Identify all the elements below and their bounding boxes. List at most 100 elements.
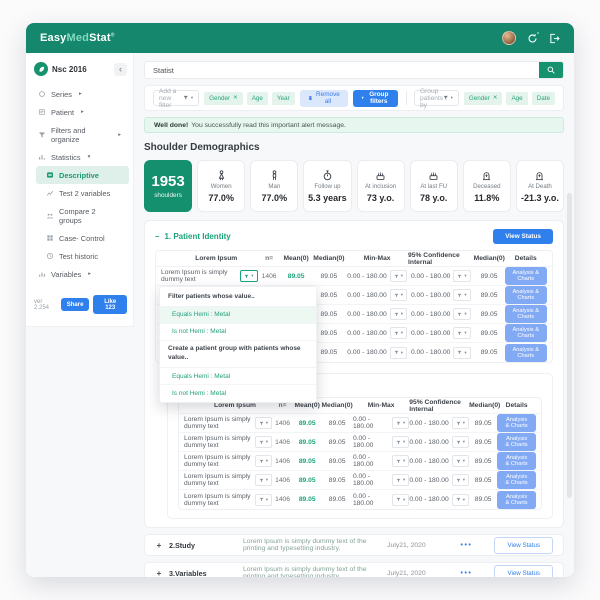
analysis-charts-button[interactable]: Analysis & Charts: [504, 343, 547, 362]
remove-tag-icon[interactable]: ✕: [492, 95, 498, 101]
collapse-section-icon[interactable]: –: [155, 232, 160, 241]
like-button[interactable]: Like 123: [93, 295, 127, 314]
expand-section-icon[interactable]: +: [156, 540, 162, 550]
sidebar-item-icon: [46, 234, 54, 242]
ci-filter-chip[interactable]: ▾: [451, 455, 469, 467]
minmax-filter-chip[interactable]: ▾: [391, 455, 410, 467]
stat-card-label: Deceased: [473, 183, 501, 190]
total-shoulders-card[interactable]: 1953 shoulders: [144, 160, 193, 212]
filter-tag[interactable]: Age✕: [246, 91, 268, 105]
logout-icon[interactable]: [549, 33, 560, 44]
stat-card[interactable]: At last FU 78 y.o.: [409, 160, 458, 212]
sidebar-item[interactable]: Patient ▸: [30, 103, 129, 121]
sidebar-item-label: Filters and organize: [51, 125, 86, 144]
ci-filter-chip[interactable]: ▾: [451, 474, 469, 486]
sidebar-item[interactable]: Variables ▸: [30, 265, 129, 283]
remove-all-button[interactable]: Remove all: [299, 89, 349, 107]
analysis-charts-button[interactable]: Analysis & Charts: [504, 286, 547, 304]
sidebar-item[interactable]: Compare 2 groups: [36, 202, 129, 229]
analysis-charts-button[interactable]: Analysis & Charts: [504, 324, 547, 342]
stat-card[interactable]: Follow up 5.3 years: [303, 160, 352, 212]
search-input[interactable]: Statist: [153, 65, 174, 75]
search-button[interactable]: [539, 62, 563, 78]
brand-easy: Easy: [40, 32, 67, 44]
minmax-filter-chip[interactable]: ▾: [391, 474, 410, 486]
analysis-charts-button[interactable]: Analysis & Charts: [497, 414, 536, 432]
dropdown-menu-item[interactable]: Equals Hemi : Metal: [160, 368, 316, 386]
ci-filter-chip[interactable]: ▾: [453, 346, 471, 359]
dropdown-create-group: Create a patient group with patients who…: [160, 341, 316, 402]
row-filter-chip[interactable]: ▾: [254, 436, 272, 448]
sidebar-item[interactable]: Statistics ▾: [30, 148, 129, 166]
more-options-icon[interactable]: •••: [460, 569, 473, 577]
sidebar-item[interactable]: Test historic: [36, 247, 129, 265]
stat-card[interactable]: At Death -21.3 y.o.: [515, 160, 564, 212]
sidebar-item[interactable]: Descriptive: [36, 166, 129, 184]
sidebar-item-icon: [38, 90, 46, 98]
minmax-filter-chip[interactable]: ▾: [389, 270, 407, 282]
ci-filter-chip[interactable]: ▾: [453, 308, 471, 320]
stat-card[interactable]: At inclusion 73 y.o.: [356, 160, 405, 212]
ci-filter-chip[interactable]: ▾: [453, 327, 471, 339]
filter-tag[interactable]: Gender ✕: [204, 91, 243, 105]
group-tag[interactable]: Age✕: [506, 91, 528, 105]
refresh-icon[interactable]: [527, 30, 540, 44]
alert-message: You successfully read this important ale…: [191, 121, 346, 129]
dropdown-menu-item[interactable]: Is not Hemi : Metal: [172, 389, 227, 397]
ci-filter-chip[interactable]: ▾: [451, 493, 469, 506]
filter-funnel-icon[interactable]: ▾: [183, 95, 193, 101]
row-filter-chip[interactable]: ▾: [254, 493, 272, 506]
ci-filter-chip[interactable]: ▾: [451, 417, 469, 429]
sidebar-item[interactable]: Case- Control: [36, 229, 129, 247]
group-filters-button[interactable]: Group filters: [353, 89, 398, 107]
minmax-filter-chip[interactable]: ▾: [389, 327, 407, 339]
stat-card[interactable]: Women 77.0%: [197, 160, 246, 212]
minmax-filter-chip[interactable]: ▾: [391, 417, 410, 429]
view-status-button[interactable]: View Status: [494, 536, 553, 554]
more-options-icon[interactable]: •••: [460, 541, 473, 549]
analysis-charts-button[interactable]: Analysis & Charts: [497, 471, 536, 489]
expand-section-icon[interactable]: +: [156, 568, 162, 578]
filter-toolbar: Add a new filter ▾ Gender✕ Age✕ Year✕ Re…: [144, 85, 564, 111]
analysis-charts-button[interactable]: Analysis & Charts: [504, 267, 547, 285]
row-filter-chip[interactable]: ▾: [240, 270, 258, 282]
minmax-filter-chip[interactable]: ▾: [389, 289, 407, 301]
minmax-filter-chip[interactable]: ▾: [391, 493, 410, 506]
analysis-charts-button[interactable]: Analysis & Charts: [497, 452, 536, 470]
sidebar-collapse-button[interactable]: ‹: [114, 62, 127, 76]
scrollbar-thumb[interactable]: [567, 193, 572, 498]
ci-filter-chip[interactable]: ▾: [453, 289, 471, 301]
view-status-button[interactable]: View Status: [494, 564, 553, 577]
analysis-charts-button[interactable]: Analysis & Charts: [504, 305, 547, 323]
ci-filter-chip[interactable]: ▾: [453, 270, 471, 282]
minmax-filter-chip[interactable]: ▾: [391, 436, 410, 448]
analysis-charts-button[interactable]: Analysis & Charts: [497, 490, 536, 509]
minmax-filter-chip[interactable]: ▾: [389, 308, 407, 320]
remove-tag-icon[interactable]: ✕: [233, 95, 238, 101]
group-patients-input[interactable]: Group patients by ▾: [413, 88, 459, 109]
row-filter-chip[interactable]: ▾: [254, 417, 272, 429]
stat-card[interactable]: Man 77.0%: [250, 160, 299, 212]
add-filter-input[interactable]: Add a new filter ▾: [153, 88, 200, 109]
funnel-icon: [394, 293, 399, 298]
group-tag[interactable]: Gender ✕: [463, 91, 503, 105]
dropdown-menu-item[interactable]: Is not Hemi : Metal: [160, 324, 316, 341]
group-tag[interactable]: Date✕: [531, 91, 555, 105]
analysis-charts-button[interactable]: Analysis & Charts: [497, 433, 536, 451]
row-filter-chip[interactable]: ▾: [254, 474, 272, 486]
sidebar-item[interactable]: Filters and organize ▸: [30, 121, 129, 148]
avatar[interactable]: [502, 31, 516, 45]
filter-funnel-icon[interactable]: ▾: [443, 95, 453, 101]
dropdown-menu-item[interactable]: Equals Hemi : Metal: [160, 306, 316, 324]
minmax-filter-chip[interactable]: ▾: [389, 346, 407, 359]
share-button[interactable]: Share: [60, 298, 90, 311]
row-n: 1406: [275, 419, 290, 427]
sidebar-item[interactable]: Series ▸: [30, 85, 129, 103]
row-filter-chip[interactable]: ▾: [254, 455, 272, 467]
sidebar-item[interactable]: Test 2 variables: [36, 184, 129, 202]
app-logo[interactable]: EasyMedStat®: [40, 32, 115, 44]
stat-card[interactable]: Deceased 11.8%: [462, 160, 511, 212]
view-status-button[interactable]: View Status: [493, 229, 553, 244]
ci-filter-chip[interactable]: ▾: [451, 436, 469, 448]
filter-tag[interactable]: Year✕: [271, 91, 295, 105]
